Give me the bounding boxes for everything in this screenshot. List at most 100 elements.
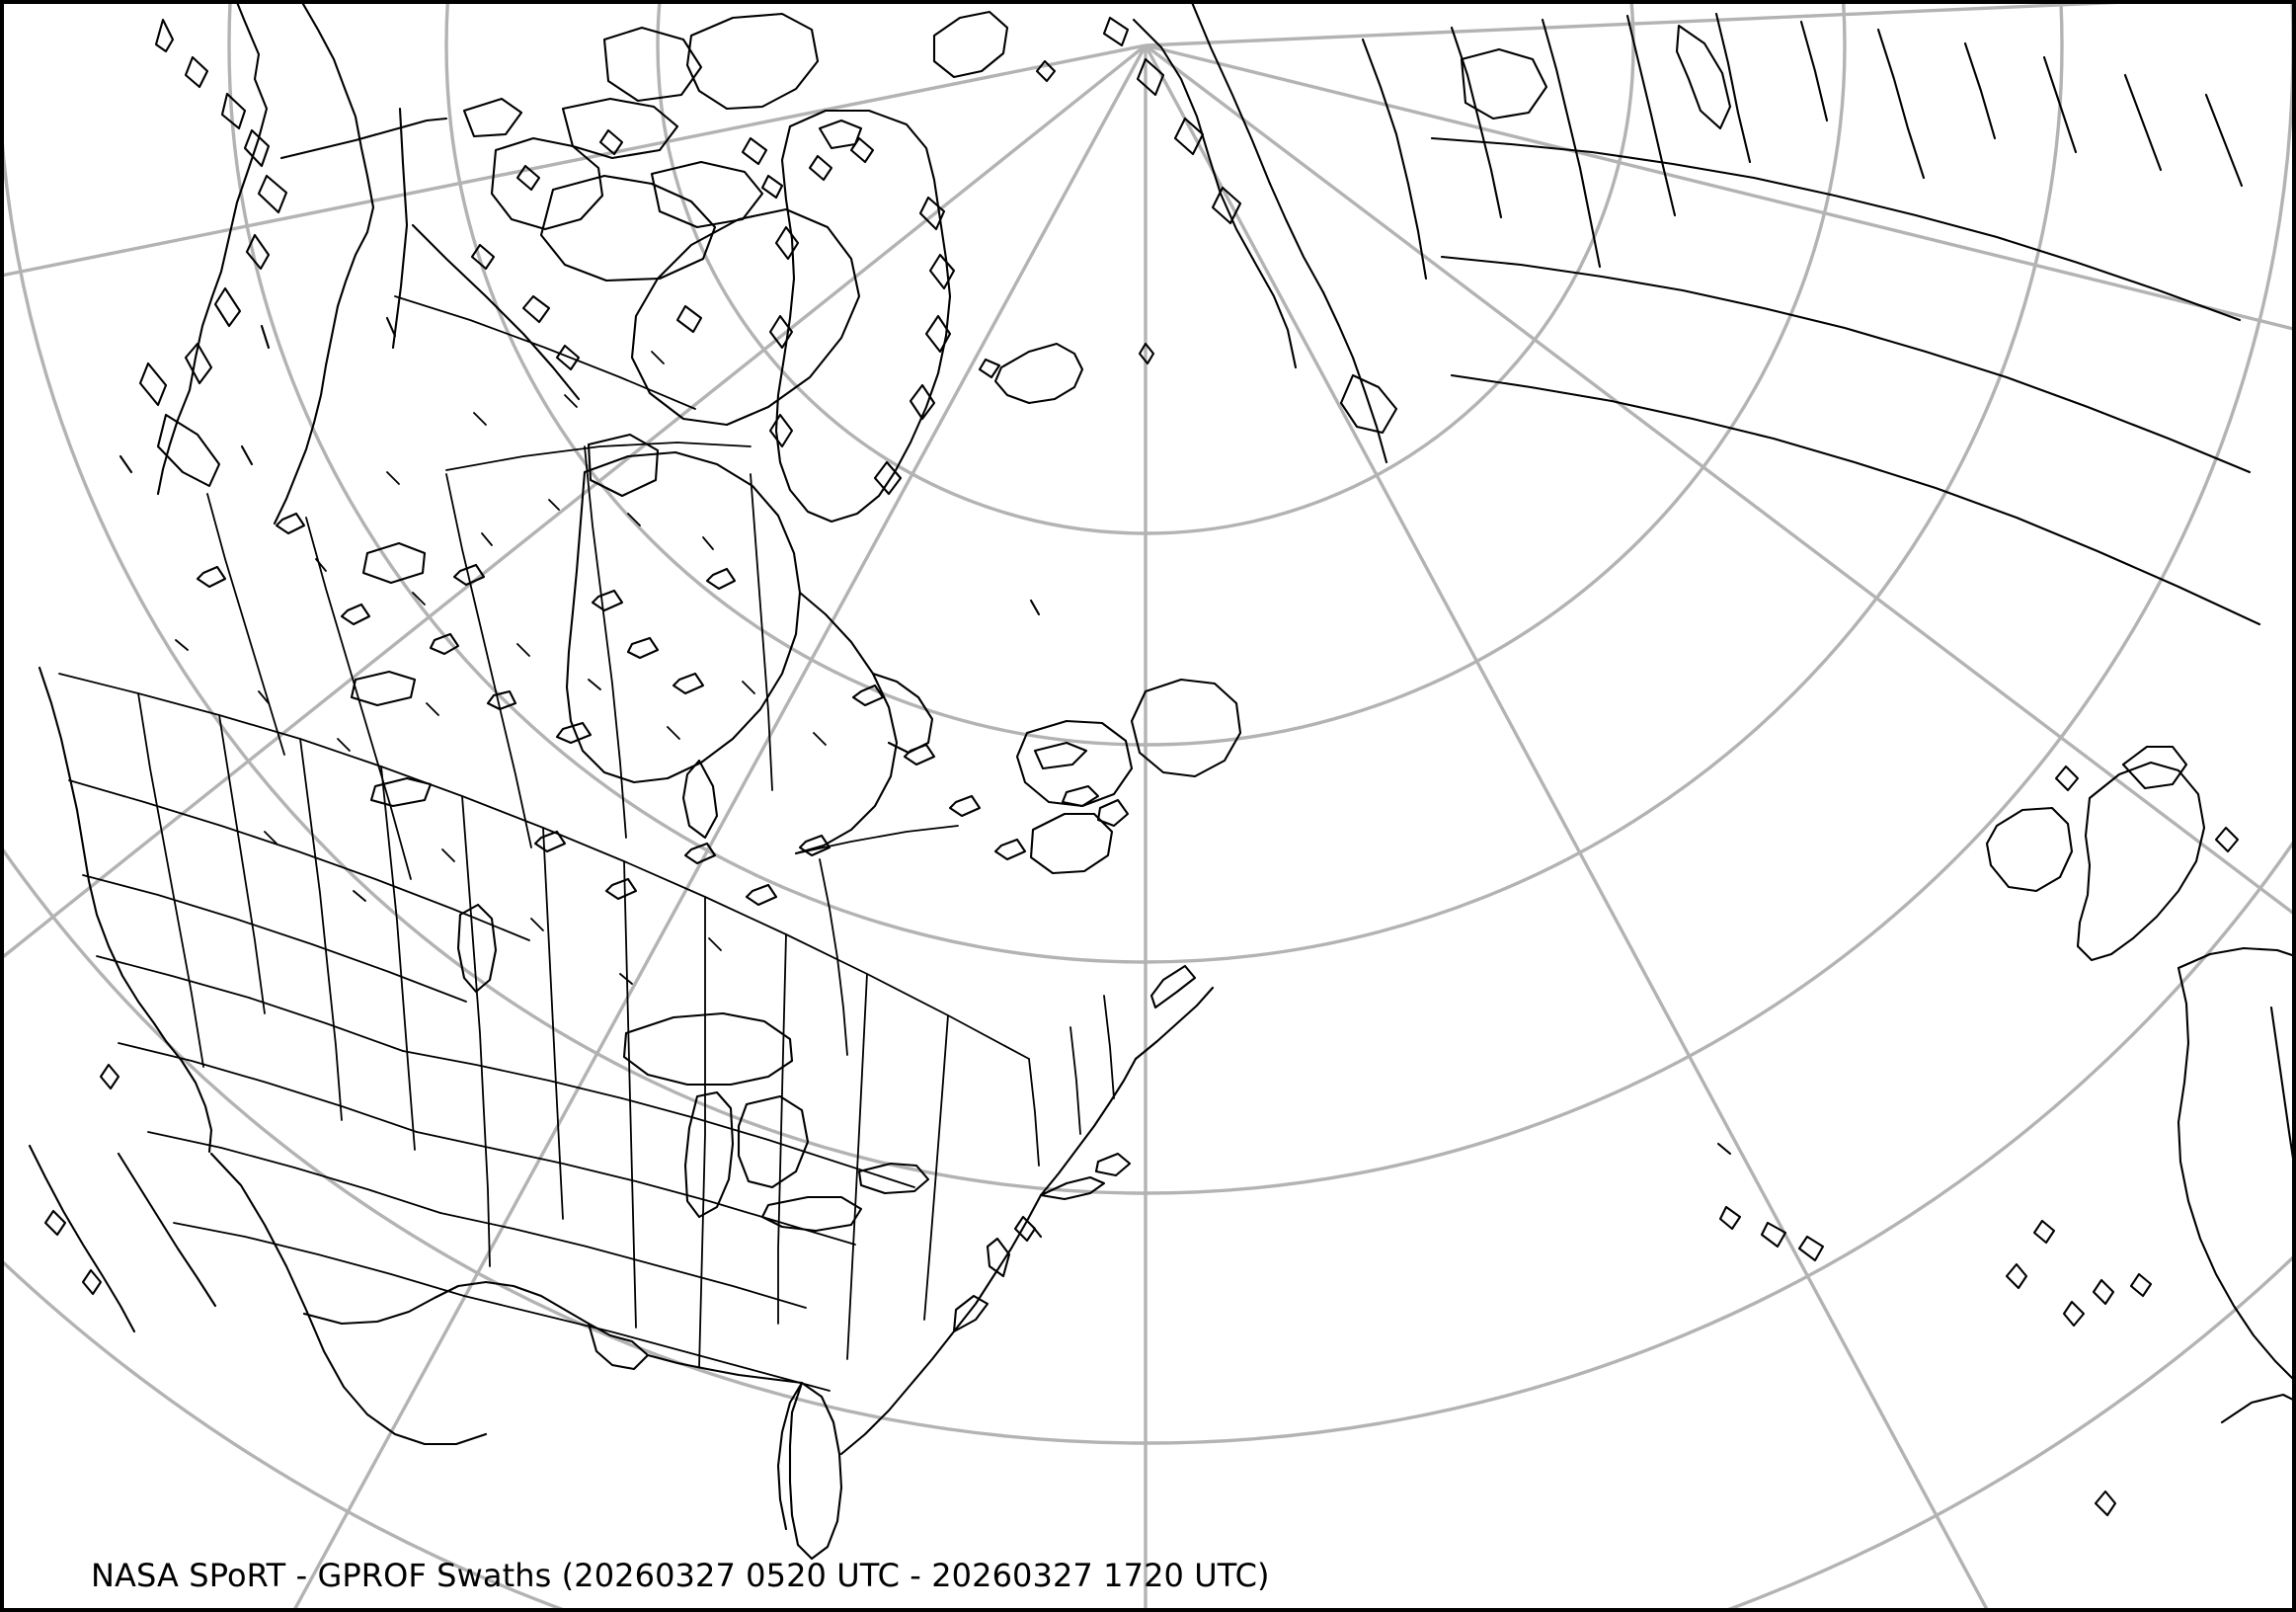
coast-scandinavia-fjords3 [1211,186,1242,225]
coast-florida-west [776,1381,804,1531]
state-borders [58,295,1115,1392]
border-alaska-canada-panhandle [279,117,448,160]
coast-bc-inner [273,2,375,525]
lake-misc-19 [948,794,982,818]
coast-newfoundland [1130,678,1242,778]
coast-florida [788,1381,843,1561]
greenland-detail-e2 [928,253,956,290]
coast-hudson-bay [565,450,802,784]
coast-victoria-island [539,174,717,282]
coast-arctic-islet-4 [741,136,768,166]
coast-islet-bay-1 [2094,1490,2117,1517]
lake-winnipeg [456,903,498,994]
coast-arctic-islet-7 [760,174,784,200]
coast-mexico-islet-1 [99,1063,120,1090]
coast-atlantic-islet-1 [1029,599,1041,616]
lake-misc-20 [993,838,1027,861]
coast-ellesmere [685,12,820,111]
coast-prince-patrick [462,97,523,138]
coast-gulf-st-lawrence [1015,719,1134,808]
lake-misc-16 [196,565,227,589]
coast-russia-border-2 [1541,18,1602,269]
coast-long-island [1039,1175,1106,1201]
coast-gulf-to-florida [646,1353,804,1385]
lake-misc-1 [429,632,460,656]
coast-arctic-islet-8 [808,154,833,182]
svalbard-islet [1035,59,1057,83]
lake-misc-13 [745,883,778,907]
coast-arctic-islet-5 [521,294,551,324]
coast-vancouver-is [156,413,221,488]
coast-cape-cod [1094,1152,1132,1177]
coast-new-england [1039,1057,1138,1197]
lake-misc-12 [683,842,717,865]
coast-kola-white-sea [1460,47,1548,121]
coast-azores-6 [2062,1300,2086,1328]
lake-misc-6 [591,589,624,612]
lake-misc-15 [275,512,306,535]
border-nwt-west [411,223,581,401]
coast-maine [1134,986,1215,1061]
coast-baffin-island [630,207,861,427]
coast-russia-lat-2 [1440,255,2252,474]
coast-atlantic-islet-2 [1716,1142,1732,1156]
coast-russia-border-5 [1799,20,1829,122]
greenland-detail-w1 [774,225,800,261]
coast-islands-f [245,233,271,271]
lake-misc-2 [486,689,517,711]
greenland-detail-e4 [909,383,936,421]
coast-stray-3 [385,316,397,338]
coast-azores-1 [1718,1205,1742,1231]
coast-quebec-labrador [794,591,899,855]
coast-islands-g [213,286,242,328]
coast-iberia-hint [2220,1393,2294,1424]
coast-france-north [2177,946,2294,970]
coast-texas-gulf [302,1280,591,1326]
lake-superior [622,1011,794,1087]
coast-arctic-islet-1 [515,164,541,192]
lake-misc-8 [340,603,371,626]
lake-ontario [857,1162,930,1195]
coast-delaware-bay [1013,1215,1037,1243]
lake-misc-17 [851,684,885,707]
lake-michigan [683,1090,735,1219]
greenland-detail-w3 [768,413,794,448]
lake-misc-11 [604,877,638,901]
coast-islands-b [184,55,209,89]
coast-southampton [587,433,660,498]
coast-islands-h [184,342,213,385]
coast-anticosti [1033,741,1088,770]
coast-islands-e [257,174,288,214]
coast-arctic-islet-6 [675,304,703,334]
iceland-west-fjords [978,358,1001,379]
coast-alaska-panhandle [156,2,269,496]
coast-baja [28,1144,136,1333]
coast-great-britain [2076,761,2206,962]
coast-bay-of-fundy [1149,964,1197,1009]
coast-gb-scotland [2121,745,2188,790]
coast-pei [1061,784,1100,808]
coast-baltic-1 [1339,373,1398,435]
coastlines [28,2,2294,1561]
greenland-detail-s1 [873,460,903,496]
lake-misc-14 [798,834,831,857]
coast-stray-2 [240,444,254,466]
coast-islet-azores [2005,1262,2028,1290]
lake-athabasca [369,776,433,808]
border-yukon-alaska [391,107,409,350]
iceland-islet [1138,342,1155,365]
coast-russia-lat-3 [1450,373,2261,626]
lake-misc-4 [626,636,660,660]
lake-huron [737,1094,810,1189]
coast-devon [650,160,764,229]
coast-louisiana [587,1322,650,1371]
coast-novaya-zemlya [1675,24,1732,130]
coast-gulf-california [117,1152,217,1308]
coast-iceland [993,342,1084,405]
coast-islands-d [243,128,271,168]
coast-azores-7 [2129,1272,2153,1298]
inland-detail [175,351,827,985]
